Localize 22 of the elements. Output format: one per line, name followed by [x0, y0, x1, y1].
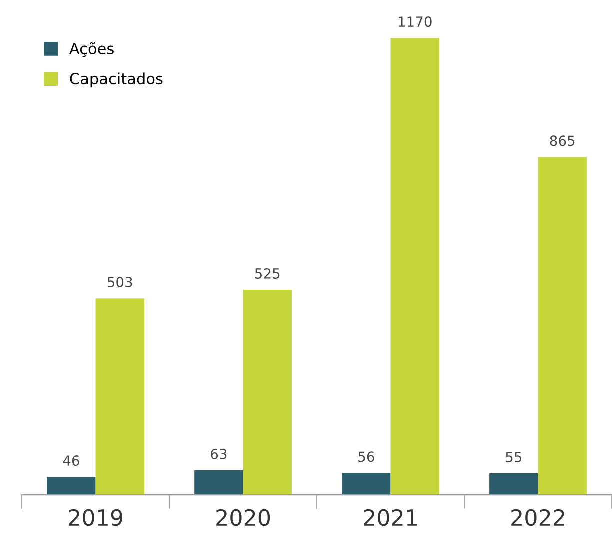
bar [390, 38, 440, 496]
data-label: 525 [255, 268, 280, 279]
bar [243, 290, 292, 496]
bar [47, 477, 96, 496]
legend-label: Ações [70, 42, 114, 58]
bar [194, 470, 244, 496]
bar [538, 157, 587, 496]
data-label: 865 [550, 136, 575, 146]
bar [342, 473, 391, 496]
x-tick-label: 2022 [512, 509, 564, 526]
x-tick-label: 2019 [69, 509, 122, 526]
x-tick-label: 2020 [216, 509, 270, 526]
data-label: 1170 [398, 16, 432, 28]
data-label: 46 [63, 456, 80, 466]
data-label: 56 [358, 452, 374, 462]
data-label: 63 [211, 448, 227, 460]
bar [490, 474, 538, 496]
data-label: 503 [108, 277, 132, 288]
legend-label: Capacitados [70, 72, 163, 88]
data-label: 55 [506, 452, 522, 463]
x-tick-label: 2021 [364, 509, 417, 526]
bar [96, 298, 144, 496]
